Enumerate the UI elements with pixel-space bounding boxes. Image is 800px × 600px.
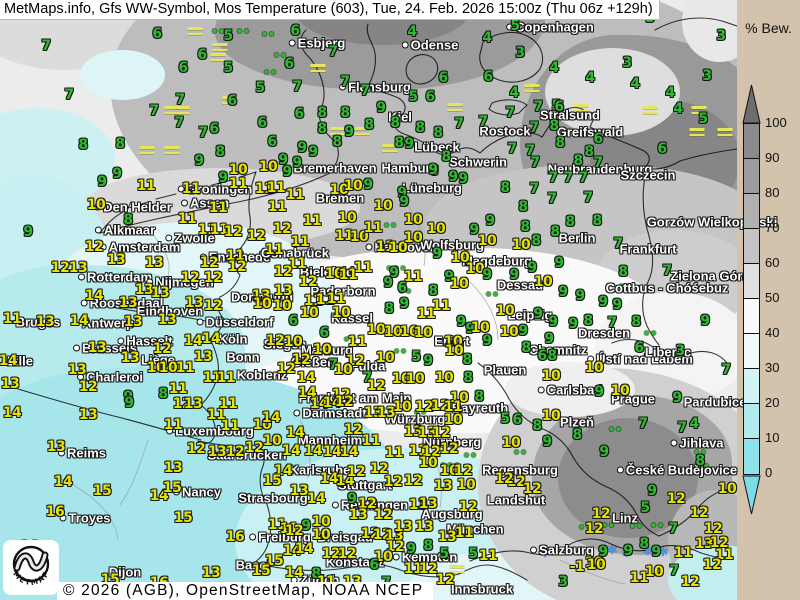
colorbar-tick: 60 [765, 255, 780, 270]
colorbar-tick: 0 [765, 465, 773, 480]
colorbar-tick: 50 [765, 290, 780, 305]
colorbar-tick: 10 [765, 430, 780, 445]
colorbar-segment-40-50 [744, 299, 759, 334]
colorbar-arrow-up-icon [742, 84, 761, 124]
colorbar-tick: 100 [765, 115, 787, 130]
colorbar-segments [743, 123, 760, 475]
colorbar-tick: 80 [765, 185, 780, 200]
clear-sky-shade [80, 50, 165, 100]
colorbar-tick: 70 [765, 220, 780, 235]
colorbar-tick: 20 [765, 395, 780, 410]
weather-map-background [0, 0, 737, 600]
colorbar-tick: 30 [765, 360, 780, 375]
colorbar-segment-10-20 [744, 404, 759, 439]
colorbar-segment-20-30 [744, 369, 759, 404]
metmaps-logo: METMAPS [0, 533, 59, 595]
colorbar-arrow-down-icon [742, 475, 761, 515]
colorbar: % Bew. 100 90 80 70 60 50 40 30 20 10 0 [737, 0, 800, 600]
copyright-bar: © 2026 (AGB), OpenStreetMap, NOAA NCEP [57, 582, 434, 600]
colorbar-segment-70-80 [744, 194, 759, 229]
colorbar-tick: 40 [765, 325, 780, 340]
cloud-shade [545, 48, 680, 136]
colorbar-segment-0-10 [744, 439, 759, 474]
colorbar-segment-50-60 [744, 264, 759, 299]
colorbar-segment-30-40 [744, 334, 759, 369]
colorbar-segment-60-70 [744, 229, 759, 264]
country-borders [17, 17, 737, 585]
colorbar-title: % Bew. [745, 20, 792, 36]
colorbar-tick: 90 [765, 150, 780, 165]
title-bar: MetMaps.info, Gfs WW-Symbol, Mos Tempera… [0, 0, 660, 20]
cloud-shade [505, 362, 635, 417]
colorbar-segment-80-90 [744, 159, 759, 194]
colorbar-segment-90-100 [744, 124, 759, 159]
